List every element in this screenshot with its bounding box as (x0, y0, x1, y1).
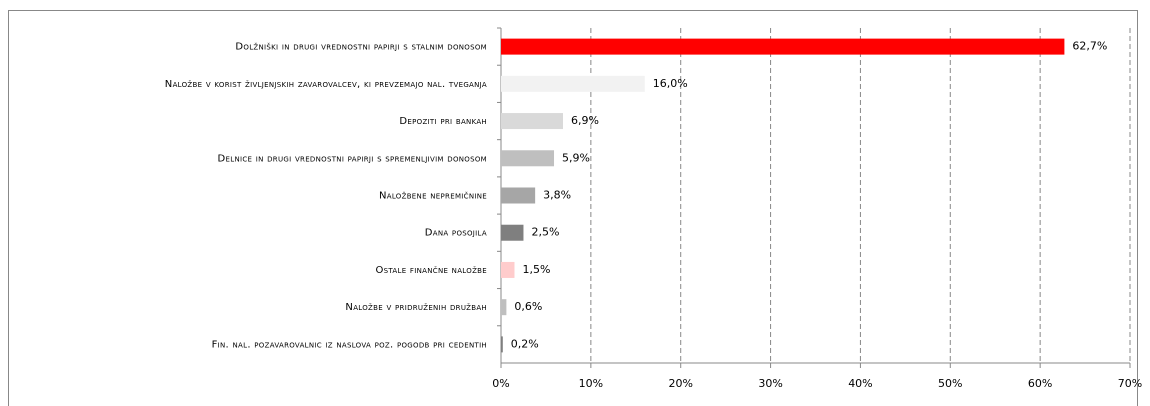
chart-frame (8, 10, 1138, 406)
x-tick-label: 0% (492, 377, 509, 390)
bar (501, 336, 503, 353)
y-tick-label: Delnice in drugi vrednostni papirji s sp… (218, 153, 487, 164)
y-tick-label: Depoziti pri bankah (399, 116, 487, 127)
bar (501, 38, 1065, 55)
bar (501, 150, 555, 167)
bar (501, 261, 515, 278)
y-tick-label: Dana posojila (425, 228, 487, 239)
data-label: 1,5% (522, 263, 550, 276)
x-tick-label: 70% (1118, 377, 1142, 390)
bar (501, 75, 645, 92)
data-label: 2,5% (531, 226, 559, 239)
y-tick-label: Fin. nal. pozavarovalnic iz naslova poz.… (212, 339, 487, 350)
data-label: 16,0% (653, 77, 688, 90)
x-tick-label: 10% (579, 377, 603, 390)
x-tick-label: 40% (848, 377, 872, 390)
y-tick-label: Naložbe v pridruženih družbah (345, 302, 487, 313)
x-tick-label: 50% (938, 377, 962, 390)
y-tick-label: Naložbe v korist življenjskih zavarovalc… (165, 79, 487, 90)
data-label: 3,8% (543, 189, 571, 202)
bar (501, 224, 524, 241)
y-tick-label: Dolžniški in drugi vrednostni papirji s … (235, 42, 487, 53)
x-tick-label: 60% (1028, 377, 1052, 390)
x-tick-label: 30% (758, 377, 782, 390)
bar (501, 113, 564, 130)
data-label: 62,7% (1072, 40, 1107, 53)
x-tick-label: 20% (668, 377, 692, 390)
data-label: 0,6% (514, 300, 542, 313)
y-tick-label: Ostale finančne naložbe (375, 265, 487, 276)
bar (501, 187, 536, 204)
data-label: 6,9% (571, 114, 599, 127)
data-label: 5,9% (562, 151, 590, 164)
data-label: 0,2% (511, 337, 539, 350)
y-tick-label: Naložbene nepremičnine (379, 191, 487, 202)
bar (501, 299, 507, 316)
